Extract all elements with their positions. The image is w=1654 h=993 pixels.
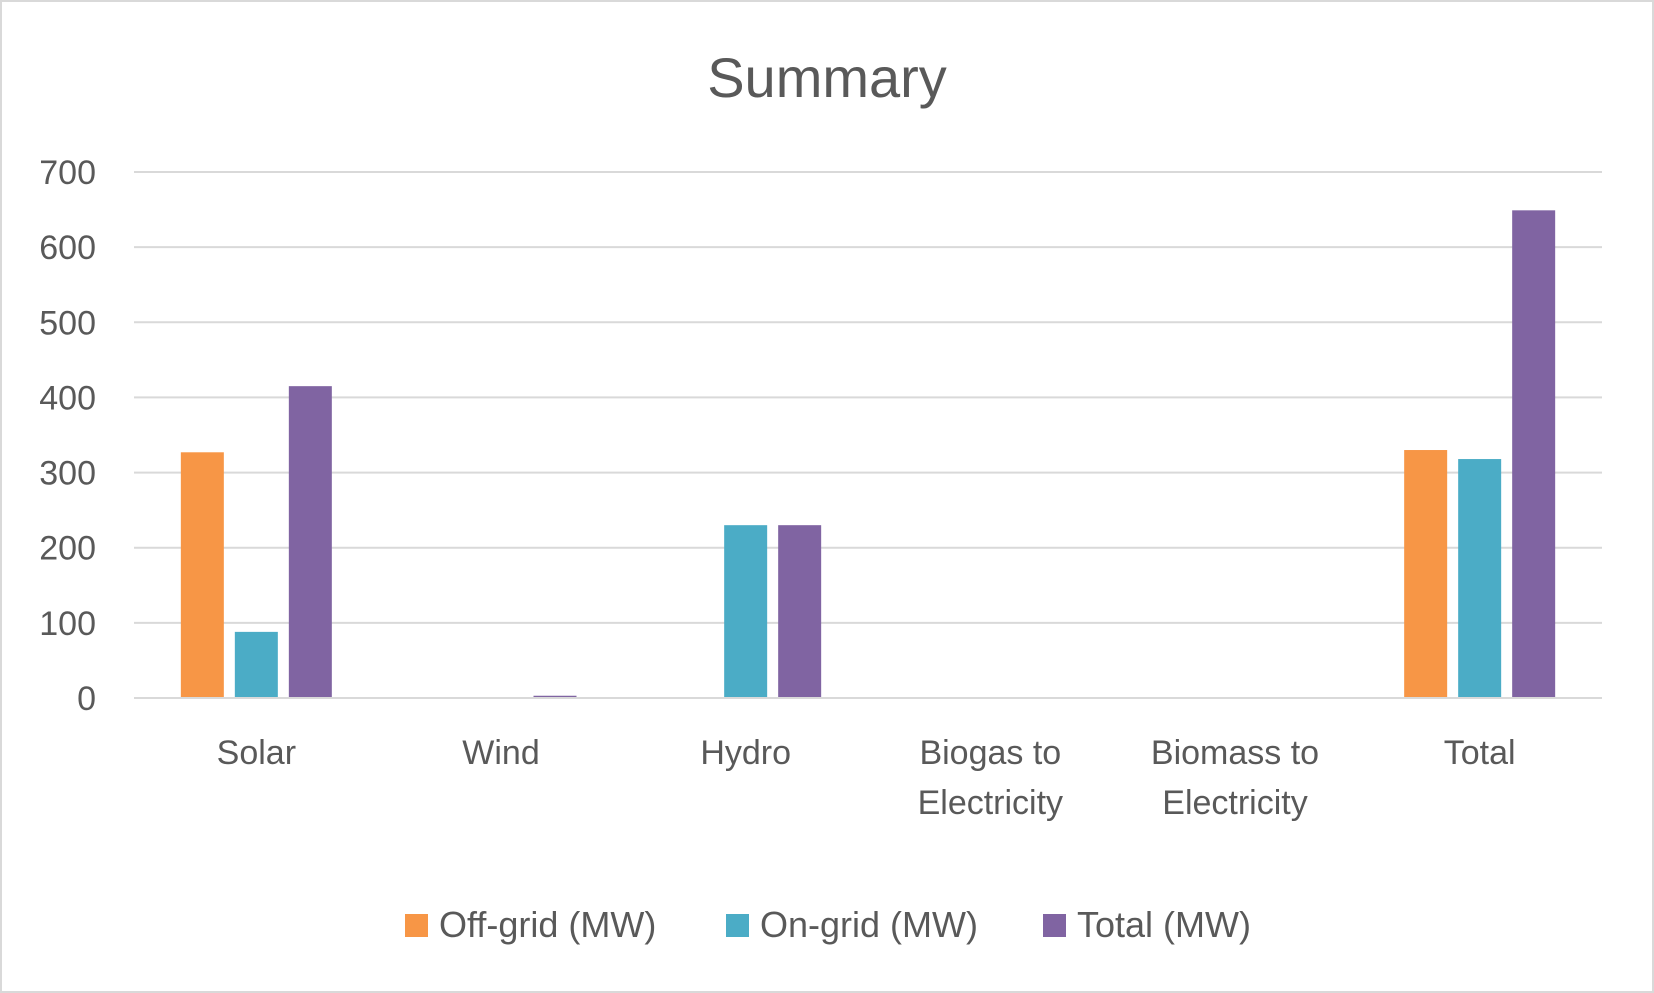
legend-label: Off-grid (MW) — [439, 904, 656, 945]
legend-label: Total (MW) — [1077, 904, 1251, 945]
x-axis-categories: Solar Wind Hydro Biogas to Electricity Biomas… — [217, 734, 1516, 822]
bar-on-grid-0 — [234, 631, 278, 698]
y-tick-label: 600 — [39, 229, 96, 267]
y-axis-ticks: 0 100 200 300 400 500 600 700 — [39, 154, 96, 718]
bar-on-grid-2 — [724, 525, 768, 698]
legend-swatch — [726, 914, 749, 937]
y-tick-label: 100 — [39, 605, 96, 643]
x-category-label: Electricity — [1162, 784, 1307, 822]
bar-total-1 — [533, 695, 577, 698]
legend: Off-grid (MW) On-grid (MW) Total (MW) — [405, 904, 1251, 945]
gridlines — [134, 171, 1602, 624]
bar-total-2 — [778, 525, 822, 698]
y-tick-label: 200 — [39, 530, 96, 568]
y-tick-label: 700 — [39, 154, 96, 192]
x-category-label: Wind — [462, 734, 539, 772]
x-category-label: Electricity — [918, 784, 1063, 822]
x-category-label: Solar — [217, 734, 296, 772]
y-tick-label: 400 — [39, 379, 96, 417]
bar-total-0 — [288, 386, 332, 698]
bar-off-grid-0 — [180, 452, 224, 698]
x-category-label: Total — [1444, 734, 1516, 772]
legend-swatch — [405, 914, 428, 937]
y-tick-label: 0 — [77, 680, 96, 718]
y-tick-label: 300 — [39, 455, 96, 493]
legend-swatch — [1043, 914, 1066, 937]
x-category-label: Biomass to — [1151, 734, 1319, 772]
legend-label: On-grid (MW) — [760, 904, 978, 945]
y-tick-label: 500 — [39, 304, 96, 342]
bar-total-5 — [1512, 210, 1556, 698]
x-category-label: Biogas to — [919, 734, 1061, 772]
x-category-label: Hydro — [700, 734, 791, 772]
bars — [180, 210, 1556, 698]
bar-on-grid-5 — [1458, 459, 1502, 698]
chart-title: Summary — [707, 46, 947, 109]
bar-off-grid-5 — [1404, 450, 1448, 698]
